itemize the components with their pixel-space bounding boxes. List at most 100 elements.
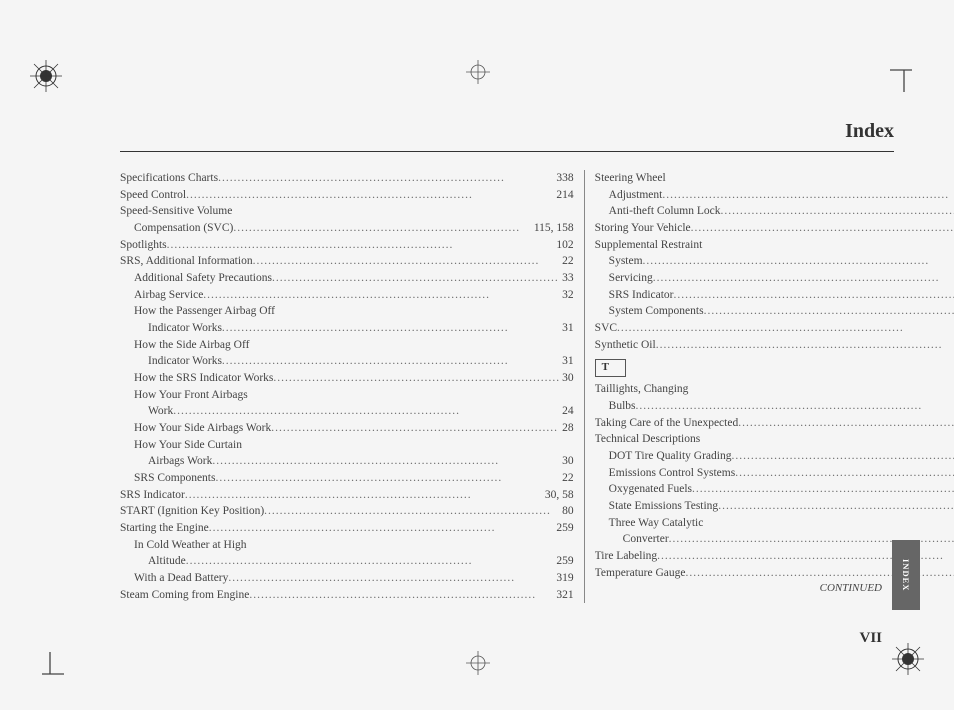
- index-entry-label: Supplemental Restraint: [595, 237, 703, 254]
- index-entry: SRS Components 22: [120, 470, 574, 487]
- index-entry: SVC 115, 158: [595, 320, 954, 337]
- index-entry-label: With a Dead Battery: [134, 570, 228, 587]
- index-entry-label: Anti-theft Column Lock: [609, 203, 721, 220]
- index-column-2: Steering Wheel Adjustment 77Anti-theft C…: [585, 170, 954, 603]
- index-entry-leader: [731, 448, 954, 465]
- index-entry-page: 338: [554, 170, 573, 187]
- index-entry-label: Altitude: [148, 553, 186, 570]
- index-entry: DOT Tire Quality Grading 340: [595, 448, 954, 465]
- index-entry-label: Indicator Works: [148, 353, 222, 370]
- index-entry-leader: [691, 220, 954, 237]
- page-content: Index Specifications Charts 338Speed Con…: [120, 120, 894, 650]
- index-entry: Technical Descriptions: [595, 431, 954, 448]
- index-entry-leader: [656, 337, 954, 354]
- index-entry-label: System Components: [609, 303, 704, 320]
- registration-cross-icon: [466, 651, 490, 680]
- index-entry-leader: [185, 487, 543, 504]
- index-entry-page: 28: [560, 420, 574, 437]
- index-entry-leader: [272, 270, 560, 287]
- index-entry-label: Temperature Gauge: [595, 565, 686, 582]
- index-entry: How Your Side Curtain: [120, 437, 574, 454]
- index-entry-label: Airbags Work: [148, 453, 212, 470]
- index-entry: Emissions Control Systems 345: [595, 465, 954, 482]
- index-entry-label: SRS Indicator: [120, 487, 185, 504]
- index-entry-label: DOT Tire Quality Grading: [609, 448, 732, 465]
- index-letter-heading: T: [595, 359, 626, 377]
- index-entry-page: 22: [560, 253, 574, 270]
- index-entry: Supplemental Restraint: [595, 237, 954, 254]
- index-entry-leader: [203, 287, 560, 304]
- index-entry: Airbag Service 32: [120, 287, 574, 304]
- index-entry-label: Storing Your Vehicle: [595, 220, 691, 237]
- index-entry-leader: [617, 320, 954, 337]
- index-entry-page: 32: [560, 287, 574, 304]
- index-entry: Spotlights 102: [120, 237, 574, 254]
- index-entry: SRS Indicator 30, 58: [120, 487, 574, 504]
- index-entry-label: State Emissions Testing: [609, 498, 719, 515]
- index-entry: Indicator Works 31: [120, 320, 574, 337]
- crop-mark-icon: [28, 652, 64, 688]
- index-entry-label: Specifications Charts: [120, 170, 218, 187]
- index-entry-leader: [674, 287, 954, 304]
- registration-cross-icon: [466, 60, 490, 89]
- index-entry-page: 259: [554, 553, 573, 570]
- index-entry: System 10, 22: [595, 253, 954, 270]
- index-entry-label: START (Ignition Key Position): [120, 503, 264, 520]
- index-entry-page: 30, 58: [543, 487, 574, 504]
- index-entry-label: System: [609, 253, 643, 270]
- index-entry-label: Speed Control: [120, 187, 186, 204]
- index-entry-leader: [653, 270, 954, 287]
- index-entry: Synthetic Oil 286: [595, 337, 954, 354]
- index-entry-label: Tire Labeling: [595, 548, 658, 565]
- index-entry-label: Speed-Sensitive Volume: [120, 203, 232, 220]
- index-entry-label: SRS, Additional Information: [120, 253, 253, 270]
- index-entry-label: Oxygenated Fuels: [609, 481, 692, 498]
- index-entry-leader: [215, 470, 560, 487]
- index-entry-leader: [718, 498, 954, 515]
- index-entry-leader: [186, 553, 555, 570]
- index-entry: State Emissions Testing 348: [595, 498, 954, 515]
- index-entry: Storing Your Vehicle 309: [595, 220, 954, 237]
- index-entry: Starting the Engine 259: [120, 520, 574, 537]
- index-entry-leader: [253, 253, 561, 270]
- index-entry: Steam Coming from Engine 321: [120, 587, 574, 604]
- index-entry: Speed-Sensitive Volume: [120, 203, 574, 220]
- index-entry-leader: [720, 203, 954, 220]
- index-entry-label: Servicing: [609, 270, 653, 287]
- index-entry-label: Synthetic Oil: [595, 337, 656, 354]
- index-entry-page: 214: [554, 187, 573, 204]
- index-entry-page: 321: [554, 587, 573, 604]
- index-entry: How Your Front Airbags: [120, 387, 574, 404]
- index-entry-page: 22: [560, 470, 574, 487]
- index-entry: How the SRS Indicator Works 30: [120, 370, 574, 387]
- registration-star-icon: [892, 643, 924, 680]
- index-entry-leader: [643, 253, 954, 270]
- index-entry-label: How the SRS Indicator Works: [134, 370, 273, 387]
- index-entry: Specifications Charts 338: [120, 170, 574, 187]
- index-entry: Adjustment 77: [595, 187, 954, 204]
- index-entry-label: Taking Care of the Unexpected: [595, 415, 739, 432]
- index-entry-leader: [264, 503, 560, 520]
- index-entry-leader: [704, 303, 954, 320]
- index-entry-label: How Your Side Curtain: [134, 437, 242, 454]
- index-entry-label: SRS Components: [134, 470, 215, 487]
- index-entry-label: Taillights, Changing: [595, 381, 689, 398]
- index-entry-label: Additional Safety Precautions: [134, 270, 272, 287]
- index-entry-leader: [209, 520, 555, 537]
- index-entry: Oxygenated Fuels 242: [595, 481, 954, 498]
- index-entry: Steering Wheel: [595, 170, 954, 187]
- index-entry-label: Technical Descriptions: [595, 431, 701, 448]
- index-entry: Compensation (SVC) 115, 158: [120, 220, 574, 237]
- index-entry: Bulbs 296, 297: [595, 398, 954, 415]
- index-entry-label: Steam Coming from Engine: [120, 587, 249, 604]
- index-entry: Additional Safety Precautions 33: [120, 270, 574, 287]
- index-entry-label: Compensation (SVC): [134, 220, 233, 237]
- index-entry-leader: [249, 587, 554, 604]
- index-entry-leader: [738, 415, 954, 432]
- index-entry: Anti-theft Column Lock 80: [595, 203, 954, 220]
- index-entry-leader: [233, 220, 531, 237]
- index-entry: Three Way Catalytic: [595, 515, 954, 532]
- index-entry-leader: [271, 420, 560, 437]
- index-entry-page: 31: [560, 353, 574, 370]
- index-entry-leader: [636, 398, 954, 415]
